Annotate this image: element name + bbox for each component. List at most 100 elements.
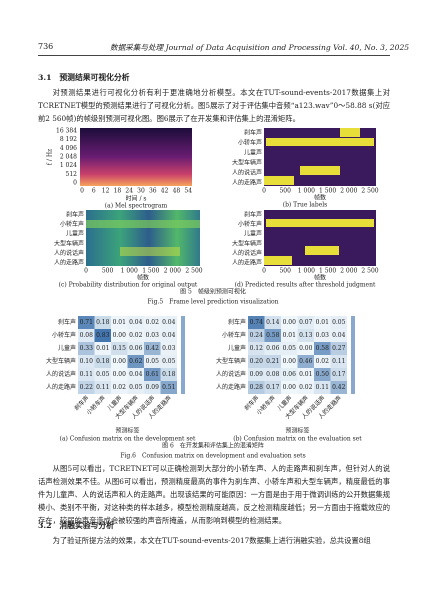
label: 0.11 — [316, 384, 329, 391]
matrix-cell — [248, 355, 265, 368]
matrix-cell — [144, 342, 161, 355]
label: 儿童声 — [228, 344, 246, 352]
matrix-cell — [297, 329, 314, 342]
label: 1 000 — [121, 268, 138, 275]
label: 0.00 — [299, 345, 313, 352]
label: 0.28 — [250, 384, 264, 391]
label: 0.00 — [113, 371, 127, 378]
label: 刹车声 — [244, 211, 262, 219]
matrix-cell — [297, 381, 314, 394]
label: 1 000 — [298, 188, 315, 195]
label: 0 — [262, 188, 266, 195]
label: 刹车声 — [66, 211, 84, 219]
label: 0.62 — [129, 358, 143, 365]
label: 0.11 — [80, 371, 93, 378]
label: 0.07 — [299, 319, 313, 326]
label: 0.03 — [162, 345, 176, 352]
matrix-cell — [281, 368, 298, 381]
matrix-cell — [281, 316, 298, 329]
label: 0.01 — [299, 371, 312, 378]
label: (a) Confusion matrix on the development … — [60, 436, 196, 443]
label: 图 5 帧级别预测可视化 — [180, 288, 246, 296]
label: 54 — [184, 188, 192, 195]
paragraph: 从图5可以看出，TCRETNET可以正确检测到大部分的小轿车声、人的走路声和刹车… — [38, 464, 390, 525]
label: 0.04 — [162, 319, 176, 326]
label: 帧数 — [137, 274, 149, 282]
label: 0.11 — [332, 358, 345, 365]
matrix-cell — [314, 316, 331, 329]
label: 大型车辆声 — [216, 357, 246, 365]
matrix-cell — [314, 342, 331, 355]
label: 儿童声 — [66, 230, 84, 238]
label: 0.02 — [113, 384, 127, 391]
label: 帧数 — [314, 194, 326, 202]
matrix-cell — [111, 329, 128, 342]
matrix-cell — [94, 316, 111, 329]
label: 预测标签 — [285, 427, 309, 435]
matrix-cell — [297, 316, 314, 329]
matrix-cell — [78, 381, 95, 394]
label: 24 — [125, 188, 133, 195]
matrix-cell — [127, 381, 144, 394]
label: 0.46 — [299, 358, 313, 365]
label: 小轿车声 — [238, 139, 262, 147]
matrix-cell — [127, 342, 144, 355]
matrix-cell — [297, 368, 314, 381]
label: (a) Mel spectrogram — [105, 203, 168, 210]
matrix-cell — [264, 342, 281, 355]
label: 0.15 — [113, 345, 127, 352]
matrix-cell — [330, 368, 347, 381]
matrix-cell — [330, 316, 347, 329]
matrix-cell — [281, 329, 298, 342]
label: 0.05 — [332, 319, 346, 326]
label: 人的走路声 — [216, 383, 246, 391]
label: 0.00 — [283, 358, 297, 365]
label: 500 — [279, 188, 291, 195]
label: 0.61 — [146, 371, 159, 378]
matrix-cell — [127, 355, 144, 368]
label: f / Hz — [47, 149, 54, 165]
label: 0 — [80, 188, 84, 195]
label: 4 096 — [60, 145, 77, 152]
matrix-cell — [264, 368, 281, 381]
label: 0.04 — [162, 332, 176, 339]
matrix-cell — [111, 342, 128, 355]
label: 人的说话声 — [46, 370, 76, 378]
matrix-cell — [127, 316, 144, 329]
label: 大型车辆声 — [46, 357, 76, 365]
label: 48 — [173, 188, 181, 195]
matrix-cell — [264, 381, 281, 394]
matrix-cell — [144, 316, 161, 329]
matrix-cell — [248, 316, 265, 329]
matrix-cell — [127, 368, 144, 381]
label: 0.18 — [96, 358, 110, 365]
matrix-cell — [111, 368, 128, 381]
matrix-cell — [78, 329, 95, 342]
label: 0.03 — [146, 332, 160, 339]
label: 2 000 — [164, 268, 181, 275]
label: 0.00 — [113, 358, 127, 365]
label: 0.09 — [146, 384, 160, 391]
matrix-cell — [78, 316, 95, 329]
matrix-cell — [111, 355, 128, 368]
label: 0.05 — [96, 371, 110, 378]
label: 0 — [73, 180, 77, 187]
label: 6 — [92, 188, 96, 195]
matrix-cell — [94, 381, 111, 394]
label: 0.74 — [250, 319, 264, 326]
matrix-cell — [160, 316, 177, 329]
section-title: 消融实验与分析 — [59, 521, 114, 530]
true-labels-heatmap — [264, 128, 376, 186]
label: 0.01 — [283, 332, 296, 339]
matrix-cell — [94, 368, 111, 381]
label: 小轿车声 — [222, 331, 246, 339]
label: 1 000 — [298, 268, 315, 275]
label: 0.50 — [316, 371, 330, 378]
matrix-cell — [160, 329, 177, 342]
label: (b) True labels — [283, 202, 328, 209]
matrix-cell — [127, 329, 144, 342]
matrix-cell — [160, 381, 177, 394]
label: 儿童声 — [58, 344, 76, 352]
matrix-cell — [94, 329, 111, 342]
matrix-cell — [314, 368, 331, 381]
